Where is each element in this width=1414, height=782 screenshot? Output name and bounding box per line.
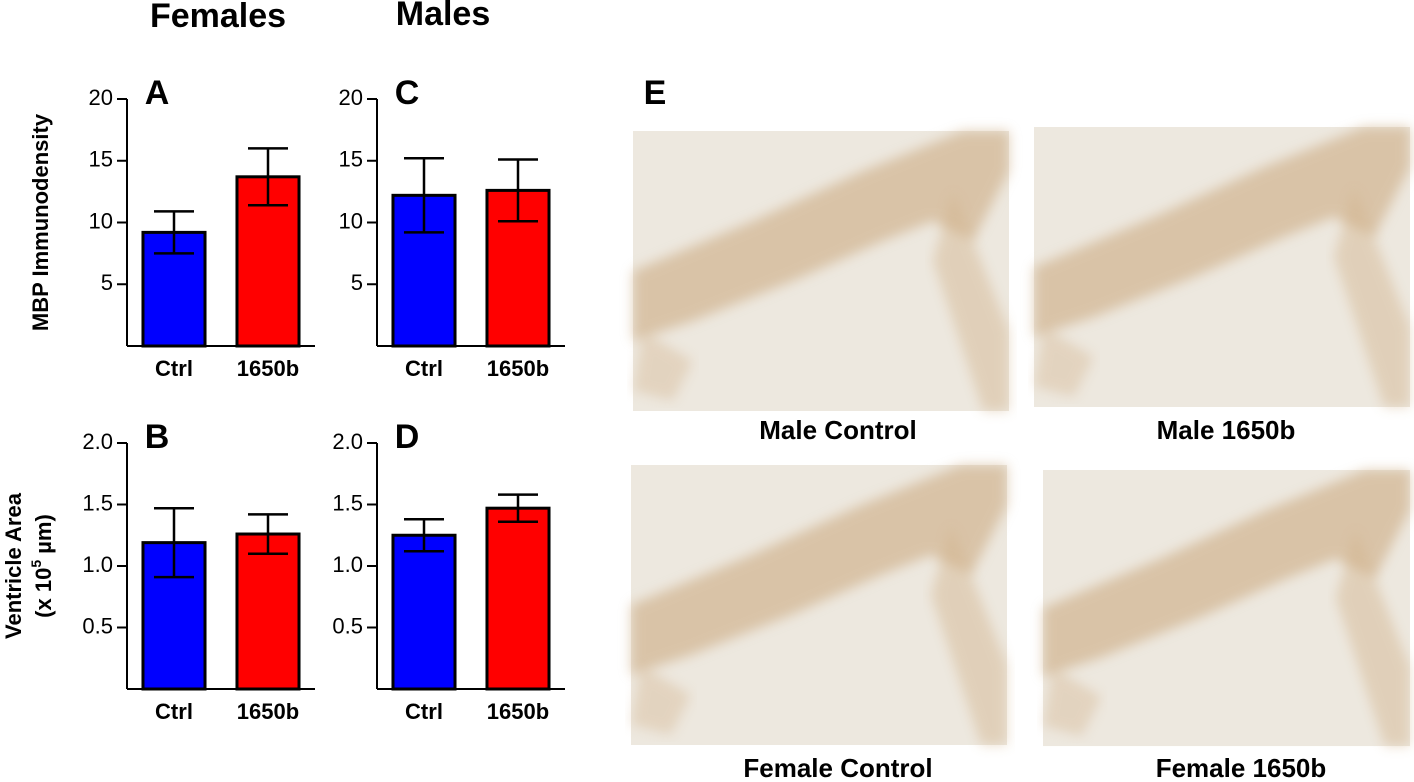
- column-title: Females: [150, 0, 286, 35]
- micrograph: [1034, 127, 1410, 407]
- y-tick-label: 5: [101, 270, 113, 295]
- x-tick-label: 1650b: [487, 699, 549, 724]
- x-tick-label: Ctrl: [405, 356, 443, 381]
- x-tick-label: 1650b: [237, 356, 299, 381]
- micrograph: [1043, 470, 1410, 746]
- y-tick-label: 20: [339, 85, 363, 110]
- y-tick-label: 15: [339, 147, 363, 172]
- image-caption: Female Control: [743, 753, 932, 782]
- label-part: (x 10: [31, 568, 56, 618]
- y-tick-label: 20: [89, 85, 113, 110]
- error-bar: [498, 158, 538, 223]
- panel-label: E: [644, 74, 667, 112]
- error-bar: [498, 493, 538, 523]
- micrograph: [633, 131, 1009, 411]
- y-tick-label: 1.0: [332, 552, 363, 577]
- x-tick-label: 1650b: [237, 699, 299, 724]
- y-tick-label: 1.0: [82, 552, 113, 577]
- panel-label: D: [395, 418, 420, 456]
- x-tick-label: Ctrl: [155, 356, 193, 381]
- y-tick-label: 15: [89, 147, 113, 172]
- label-part: µm): [31, 514, 56, 560]
- image-caption: Male 1650b: [1157, 415, 1296, 445]
- y-tick-label: 0.5: [332, 613, 363, 638]
- y-tick-label: 5: [351, 270, 363, 295]
- error-bar: [248, 513, 288, 555]
- panel-label: C: [395, 74, 420, 112]
- error-bar: [154, 506, 194, 579]
- y-tick-label: 2.0: [82, 429, 113, 454]
- y-tick-label: 1.5: [332, 490, 363, 515]
- y-tick-label: 0.5: [82, 613, 113, 638]
- x-tick-label: Ctrl: [155, 699, 193, 724]
- x-tick-label: Ctrl: [405, 699, 443, 724]
- micrograph: [631, 465, 1007, 745]
- image-caption: Female 1650b: [1156, 753, 1327, 782]
- y-tick-label: 1.5: [82, 490, 113, 515]
- bar: [485, 506, 551, 691]
- panel-label: A: [145, 74, 170, 112]
- image-caption: Male Control: [759, 415, 916, 445]
- y-tick-label: 10: [339, 208, 363, 233]
- y-axis-label: (x 105 µm): [28, 514, 56, 618]
- column-title: Males: [396, 0, 491, 33]
- bar: [391, 533, 457, 691]
- y-axis-label: Ventricle Area: [1, 492, 26, 639]
- error-bar: [404, 518, 444, 553]
- error-bar: [404, 157, 444, 234]
- error-bar: [154, 210, 194, 255]
- superscript: 5: [28, 560, 44, 568]
- x-tick-label: 1650b: [487, 356, 549, 381]
- bar: [235, 532, 301, 691]
- y-tick-label: 2.0: [332, 429, 363, 454]
- y-axis-label: MBP Immunodensity: [28, 113, 53, 331]
- y-tick-label: 10: [89, 208, 113, 233]
- panel-label: B: [145, 418, 170, 456]
- error-bar: [248, 147, 288, 207]
